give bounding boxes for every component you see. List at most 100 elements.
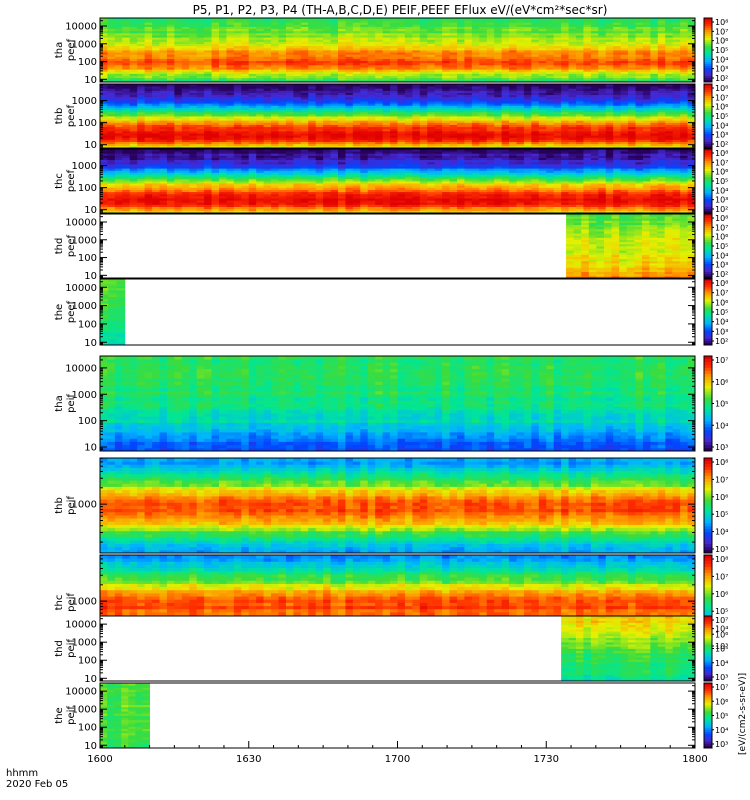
spectrogram-cell xyxy=(523,79,532,83)
spectrogram-cell xyxy=(159,18,168,21)
spectrogram-cell xyxy=(531,56,540,59)
spectrogram-cell xyxy=(412,73,421,76)
spectrogram-cell xyxy=(352,30,361,34)
spectrogram-cell xyxy=(464,69,473,72)
spectrogram-cell xyxy=(471,28,480,32)
spectrogram-cell xyxy=(300,52,309,55)
spectrogram-cell xyxy=(419,47,428,51)
spectrogram-cell xyxy=(352,54,361,57)
spectrogram-cell xyxy=(114,45,123,49)
spectrogram-cell xyxy=(137,62,146,66)
spectrogram-cell xyxy=(457,79,465,83)
spectrogram-cell xyxy=(464,56,473,59)
spectrogram-cell xyxy=(382,52,391,55)
spectrogram-cell xyxy=(129,60,138,64)
spectrogram-cell xyxy=(390,18,398,21)
spectrogram-cell xyxy=(442,67,450,70)
spectrogram-cell xyxy=(390,45,398,49)
spectrogram-cell xyxy=(479,71,488,74)
spectrogram-cell xyxy=(486,30,495,34)
spectrogram-cell xyxy=(308,28,317,32)
spectrogram-cell xyxy=(486,58,495,62)
spectrogram-cell xyxy=(486,47,495,51)
spectrogram-cell xyxy=(293,32,302,36)
spectrogram-cell xyxy=(271,26,279,30)
spectrogram-cell xyxy=(338,47,346,51)
spectrogram-cell xyxy=(397,62,406,66)
spectrogram-cell xyxy=(144,20,153,23)
spectrogram-cell xyxy=(404,37,413,40)
spectrogram-cell xyxy=(256,26,265,30)
spectrogram-cell xyxy=(137,50,146,53)
spectrogram-cell xyxy=(159,73,168,76)
spectrogram-cell xyxy=(523,58,532,62)
spectrogram-cell xyxy=(390,79,398,83)
spectrogram-cell xyxy=(196,77,205,81)
spectrogram-cell xyxy=(419,52,428,55)
spectrogram-cell xyxy=(442,79,450,83)
spectrogram-cell xyxy=(501,26,510,30)
spectrogram-cell xyxy=(531,77,540,81)
spectrogram-cell xyxy=(486,60,495,64)
spectrogram-cell xyxy=(144,18,153,21)
spectrogram-cell xyxy=(100,71,108,74)
spectrogram-cell xyxy=(159,39,168,42)
spectrogram-cell xyxy=(479,75,488,79)
spectrogram-cell xyxy=(137,79,146,83)
spectrogram-cell xyxy=(442,41,450,44)
spectrogram-cell xyxy=(315,28,324,32)
spectrogram-cell xyxy=(122,64,131,68)
spectrogram-cell xyxy=(345,54,354,57)
spectrogram-cell xyxy=(330,28,339,32)
spectrogram-cell xyxy=(189,30,198,34)
spectrogram-cell xyxy=(345,41,354,44)
spectrogram-cell xyxy=(256,75,265,79)
spectrogram-cell xyxy=(367,20,376,23)
spectrogram-cell xyxy=(308,39,317,42)
spectrogram-cell xyxy=(174,75,183,79)
spectrogram-cell xyxy=(174,47,183,51)
spectrogram-cell xyxy=(449,24,458,27)
spectrogram-cell xyxy=(367,54,376,57)
spectrogram-cell xyxy=(464,39,473,42)
spectrogram-cell xyxy=(382,35,391,38)
spectrogram-cell xyxy=(375,56,384,59)
spectrogram-cell xyxy=(360,39,369,42)
spectrogram-cell xyxy=(241,56,250,59)
spectrogram-cell xyxy=(293,18,302,21)
spectrogram-cell xyxy=(442,75,450,79)
spectrogram-cell xyxy=(219,54,227,57)
spectrogram-cell xyxy=(471,39,480,42)
spectrogram-cell xyxy=(442,28,450,32)
spectrogram-cell xyxy=(516,45,525,49)
spectrogram-cell xyxy=(323,18,331,21)
spectrogram-cell xyxy=(137,69,146,72)
spectrogram-cell xyxy=(174,35,183,38)
spectrogram-cell xyxy=(189,60,198,64)
spectrogram-cell xyxy=(241,75,250,79)
spectrogram-cell xyxy=(219,24,227,27)
spectrogram-cell xyxy=(345,26,354,30)
spectrogram-cell xyxy=(412,24,421,27)
spectrogram-cell xyxy=(189,47,198,51)
spectrogram-cell xyxy=(449,37,458,40)
spectrogram-cell xyxy=(100,39,108,42)
spectrogram-cell xyxy=(323,32,331,36)
spectrogram-cell xyxy=(226,22,235,25)
spectrogram-cell xyxy=(360,22,369,25)
spectrogram-cell xyxy=(531,58,540,62)
spectrogram-cell xyxy=(107,73,116,76)
spectrogram-cell xyxy=(278,35,287,38)
spectrogram-cell xyxy=(449,54,458,57)
spectrogram-cell xyxy=(233,18,242,21)
spectrogram-cell xyxy=(263,30,272,34)
spectrogram-cell xyxy=(509,77,517,81)
spectrogram-cell xyxy=(442,43,450,47)
spectrogram-cell xyxy=(271,50,279,53)
spectrogram-cell xyxy=(166,69,175,72)
spectrogram-cell xyxy=(181,77,190,81)
spectrogram-cell xyxy=(427,24,436,27)
spectrogram-cell xyxy=(390,41,398,44)
spectrogram-cell xyxy=(144,37,153,40)
spectrogram-cell xyxy=(241,50,250,53)
